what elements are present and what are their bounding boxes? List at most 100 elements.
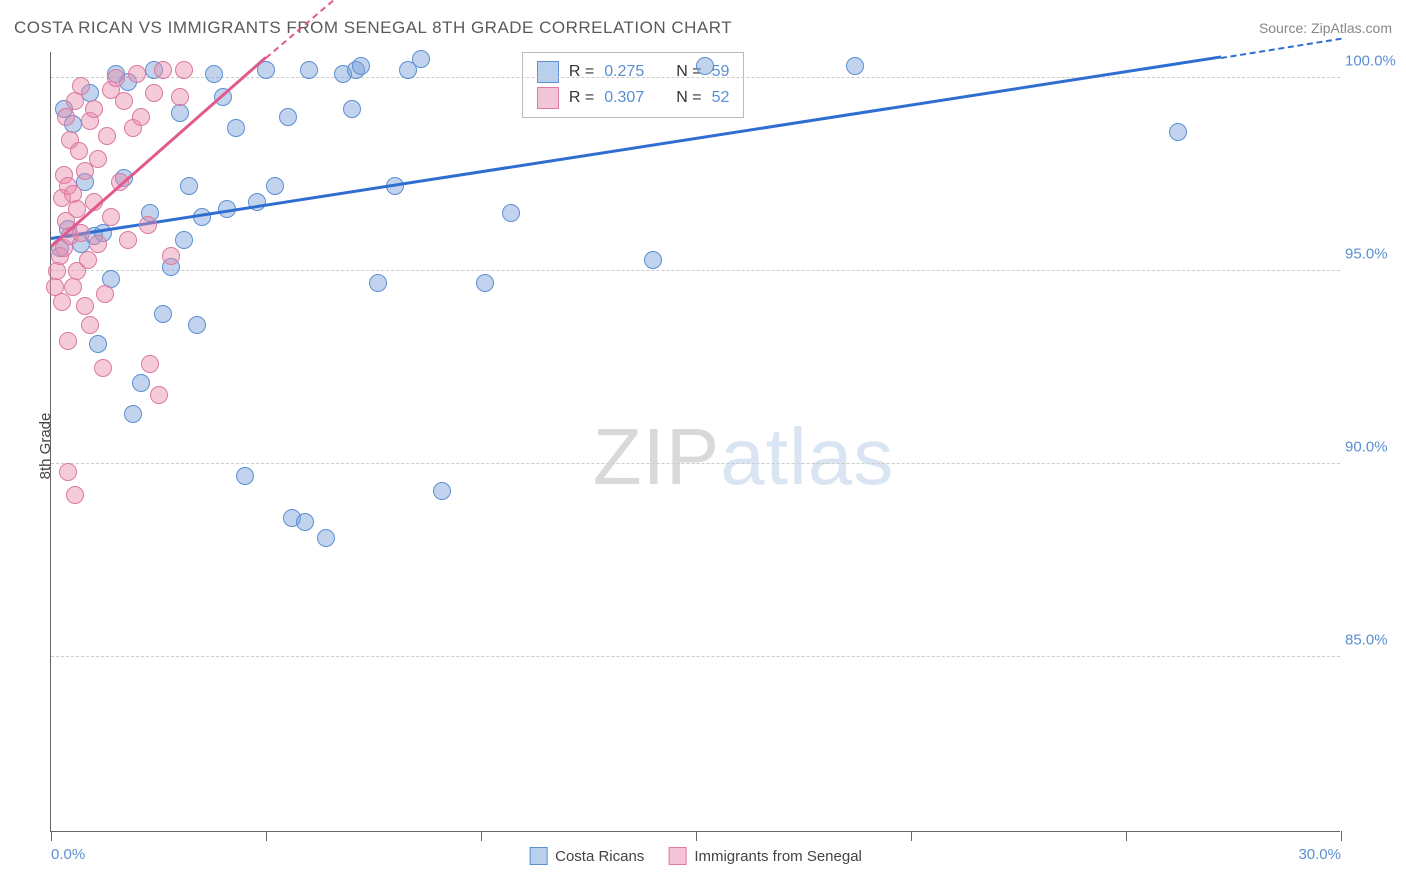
data-point-costa_ricans bbox=[124, 405, 142, 423]
x-tick bbox=[1126, 831, 1127, 841]
data-point-senegal bbox=[66, 486, 84, 504]
data-point-costa_ricans bbox=[236, 467, 254, 485]
legend-swatch bbox=[537, 61, 559, 83]
y-tick-label: 90.0% bbox=[1345, 439, 1400, 456]
legend-n-value: 52 bbox=[712, 89, 730, 107]
data-point-costa_ricans bbox=[188, 316, 206, 334]
regression-line bbox=[1220, 37, 1341, 58]
data-point-costa_ricans bbox=[154, 305, 172, 323]
data-point-senegal bbox=[141, 355, 159, 373]
legend-item-senegal: Immigrants from Senegal bbox=[668, 847, 862, 865]
title-bar: COSTA RICAN VS IMMIGRANTS FROM SENEGAL 8… bbox=[14, 18, 1392, 38]
data-point-senegal bbox=[89, 235, 107, 253]
x-tick bbox=[911, 831, 912, 841]
gridline-h bbox=[51, 270, 1340, 271]
x-tick bbox=[266, 831, 267, 841]
data-point-costa_ricans bbox=[644, 251, 662, 269]
data-point-senegal bbox=[94, 359, 112, 377]
x-tick-label: 0.0% bbox=[51, 846, 85, 863]
data-point-costa_ricans bbox=[227, 119, 245, 137]
data-point-senegal bbox=[128, 65, 146, 83]
data-point-costa_ricans bbox=[352, 57, 370, 75]
data-point-costa_ricans bbox=[502, 204, 520, 222]
data-point-senegal bbox=[139, 216, 157, 234]
legend-row-senegal: R = 0.307 N = 52 bbox=[537, 85, 730, 111]
data-point-senegal bbox=[119, 231, 137, 249]
legend-n-label: N = bbox=[676, 89, 701, 107]
data-point-costa_ricans bbox=[343, 100, 361, 118]
data-point-senegal bbox=[89, 150, 107, 168]
data-point-costa_ricans bbox=[279, 108, 297, 126]
data-point-senegal bbox=[48, 262, 66, 280]
gridline-h bbox=[51, 463, 1340, 464]
gridline-h bbox=[51, 656, 1340, 657]
legend-swatch bbox=[529, 847, 547, 865]
data-point-senegal bbox=[81, 316, 99, 334]
x-tick-label: 30.0% bbox=[1298, 846, 1341, 863]
legend-n-value: 59 bbox=[712, 63, 730, 81]
data-point-senegal bbox=[53, 293, 71, 311]
legend-r-label: R = bbox=[569, 89, 594, 107]
y-tick-label: 85.0% bbox=[1345, 632, 1400, 649]
data-point-costa_ricans bbox=[317, 529, 335, 547]
data-point-senegal bbox=[145, 84, 163, 102]
watermark-zip: ZIP bbox=[593, 412, 720, 501]
legend-label: Costa Ricans bbox=[555, 848, 644, 865]
data-point-senegal bbox=[85, 100, 103, 118]
y-tick-label: 95.0% bbox=[1345, 246, 1400, 263]
legend-r-value: 0.307 bbox=[604, 89, 644, 107]
legend-r-label: R = bbox=[569, 63, 594, 81]
watermark-atlas: atlas bbox=[720, 412, 894, 501]
x-tick bbox=[481, 831, 482, 841]
data-point-senegal bbox=[162, 247, 180, 265]
data-point-senegal bbox=[102, 208, 120, 226]
data-point-costa_ricans bbox=[89, 335, 107, 353]
data-point-costa_ricans bbox=[696, 57, 714, 75]
legend-swatch bbox=[537, 87, 559, 109]
data-point-costa_ricans bbox=[175, 231, 193, 249]
data-point-senegal bbox=[107, 69, 125, 87]
data-point-senegal bbox=[96, 285, 114, 303]
data-point-senegal bbox=[66, 92, 84, 110]
data-point-senegal bbox=[154, 61, 172, 79]
data-point-costa_ricans bbox=[412, 50, 430, 68]
data-point-senegal bbox=[150, 386, 168, 404]
data-point-costa_ricans bbox=[433, 482, 451, 500]
data-point-senegal bbox=[72, 77, 90, 95]
data-point-senegal bbox=[132, 108, 150, 126]
data-point-senegal bbox=[175, 61, 193, 79]
data-point-senegal bbox=[64, 278, 82, 296]
legend-swatch bbox=[668, 847, 686, 865]
scatter-plot: ZIPatlas R =0.275N =59R =0.307N =52 Cost… bbox=[50, 52, 1340, 832]
data-point-costa_ricans bbox=[300, 61, 318, 79]
data-point-costa_ricans bbox=[180, 177, 198, 195]
legend-label: Immigrants from Senegal bbox=[694, 848, 862, 865]
data-point-costa_ricans bbox=[171, 104, 189, 122]
data-point-costa_ricans bbox=[846, 57, 864, 75]
y-tick-label: 100.0% bbox=[1345, 53, 1400, 70]
legend-item-costa_ricans: Costa Ricans bbox=[529, 847, 644, 865]
data-point-senegal bbox=[115, 92, 133, 110]
legend-r-value: 0.275 bbox=[604, 63, 644, 81]
data-point-costa_ricans bbox=[266, 177, 284, 195]
data-point-costa_ricans bbox=[132, 374, 150, 392]
watermark: ZIPatlas bbox=[593, 411, 894, 503]
x-tick bbox=[1341, 831, 1342, 841]
data-point-senegal bbox=[59, 463, 77, 481]
data-point-senegal bbox=[57, 108, 75, 126]
data-point-costa_ricans bbox=[476, 274, 494, 292]
chart-title: COSTA RICAN VS IMMIGRANTS FROM SENEGAL 8… bbox=[14, 18, 732, 38]
source-label: Source: ZipAtlas.com bbox=[1259, 20, 1392, 36]
data-point-costa_ricans bbox=[369, 274, 387, 292]
data-point-senegal bbox=[171, 88, 189, 106]
data-point-senegal bbox=[79, 251, 97, 269]
data-point-senegal bbox=[76, 297, 94, 315]
data-point-senegal bbox=[70, 142, 88, 160]
data-point-costa_ricans bbox=[296, 513, 314, 531]
data-point-costa_ricans bbox=[205, 65, 223, 83]
data-point-senegal bbox=[98, 127, 116, 145]
series-legend: Costa Ricans Immigrants from Senegal bbox=[529, 847, 862, 865]
data-point-senegal bbox=[59, 332, 77, 350]
x-tick bbox=[51, 831, 52, 841]
data-point-costa_ricans bbox=[1169, 123, 1187, 141]
